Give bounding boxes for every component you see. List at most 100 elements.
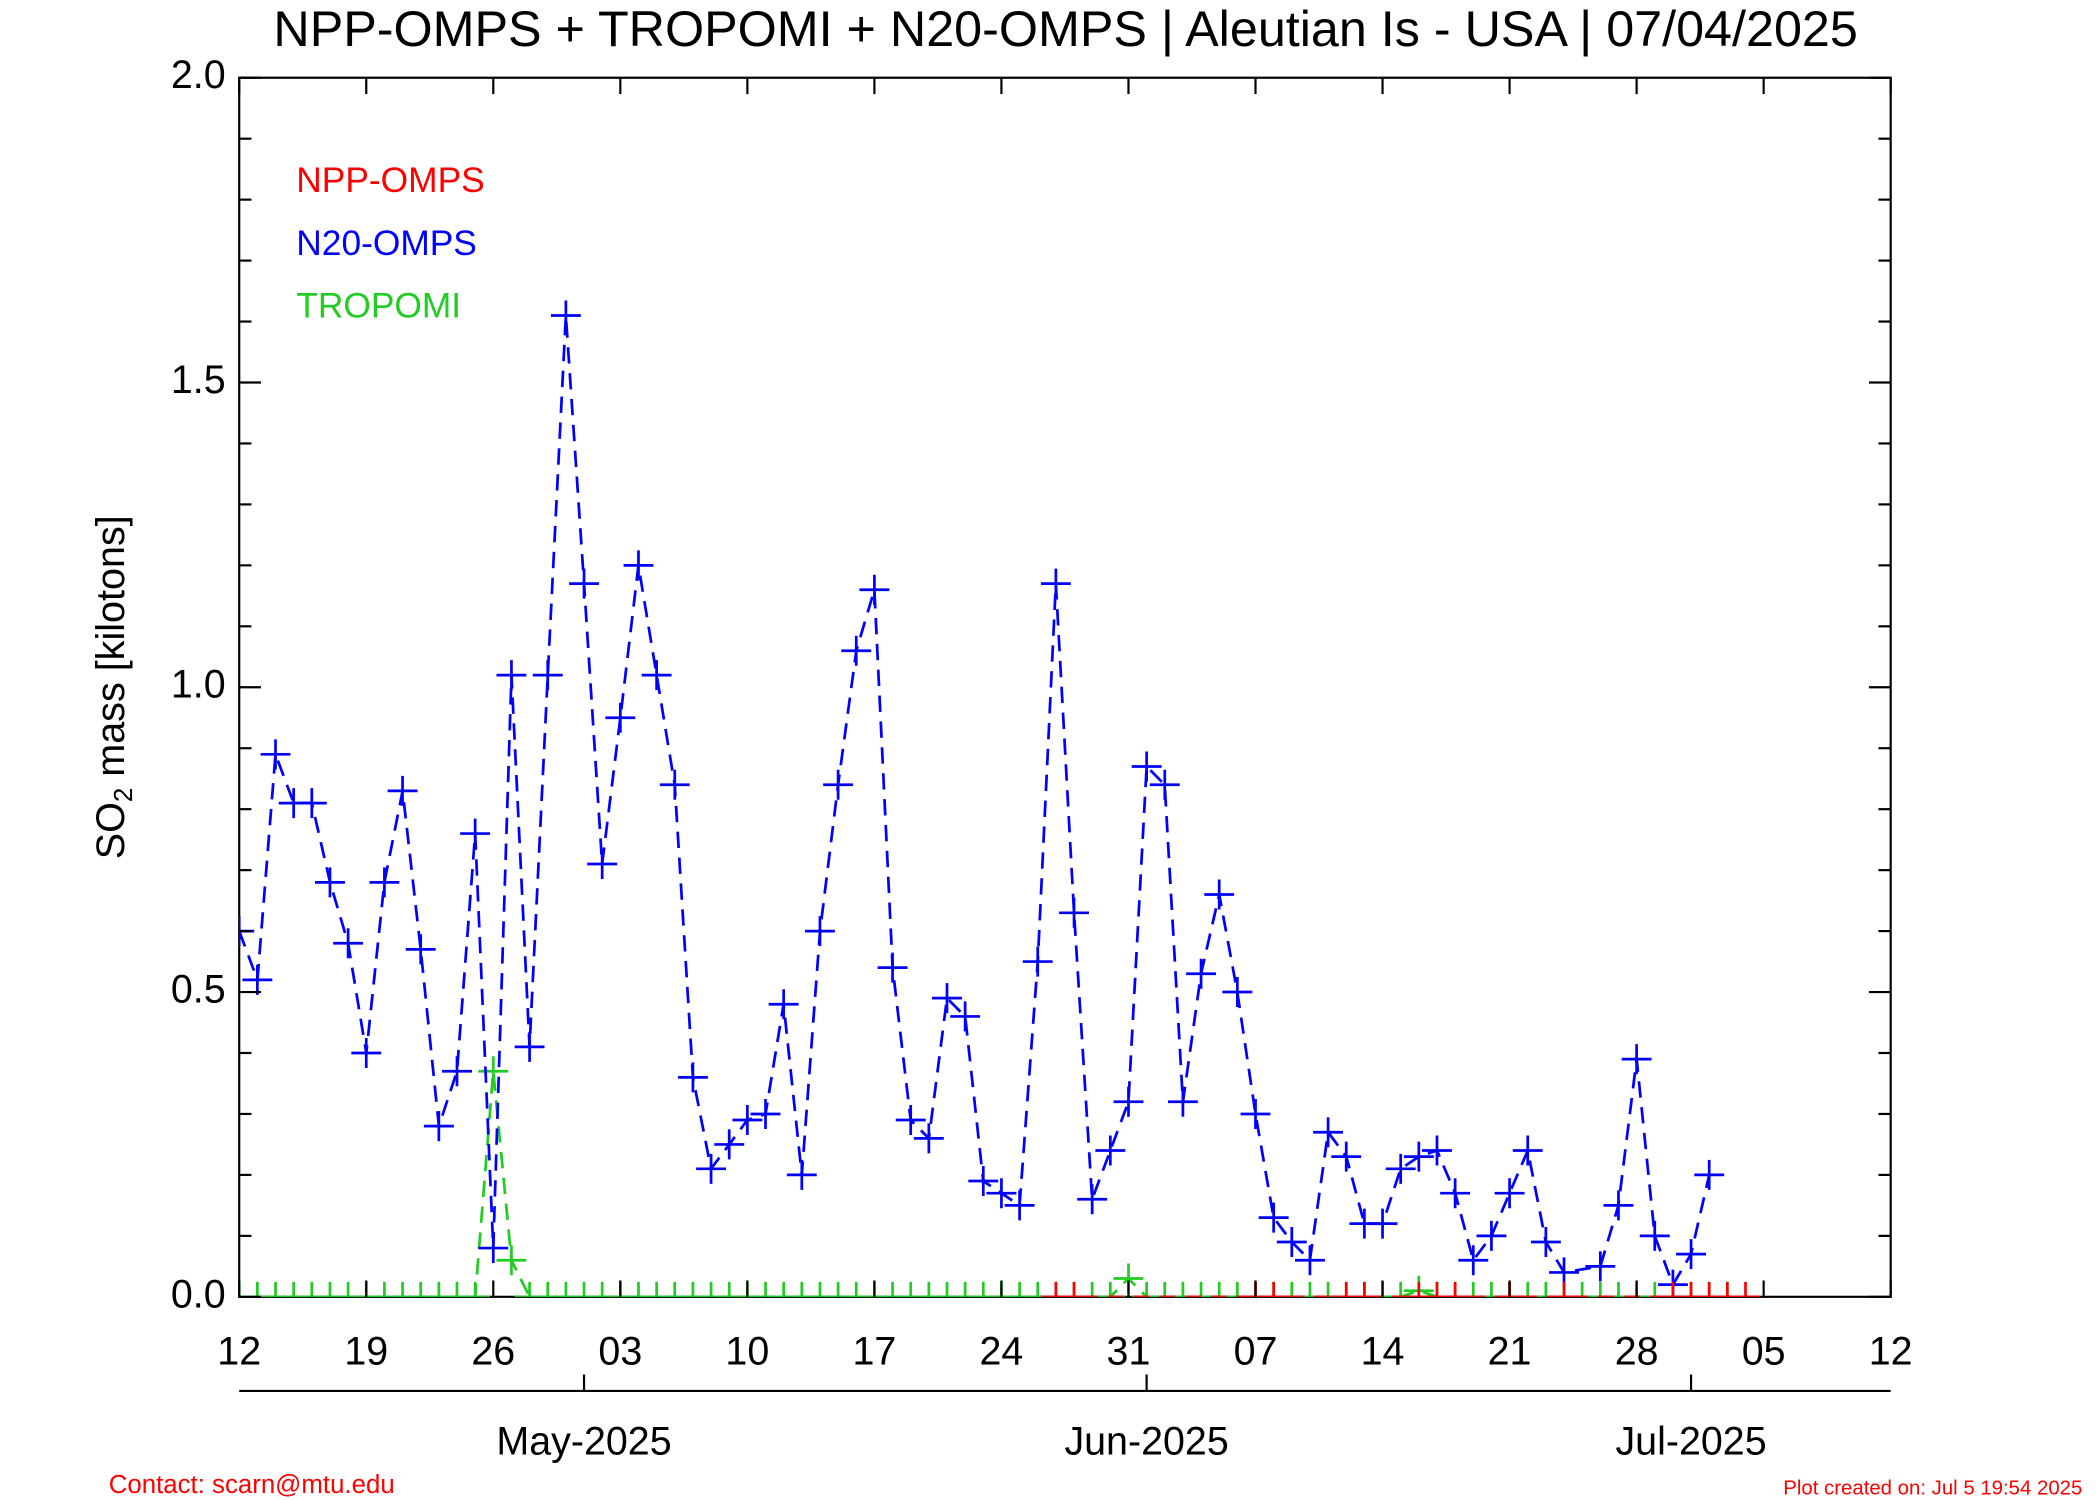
y-tick-label: 2.0	[171, 53, 226, 97]
point-marker	[714, 1281, 745, 1297]
point-marker	[369, 867, 400, 898]
point-marker	[1440, 1178, 1471, 1209]
point-marker	[569, 568, 599, 599]
point-marker	[1222, 977, 1253, 1008]
point-marker	[1077, 1281, 1108, 1297]
point-marker	[1367, 1208, 1398, 1239]
point-marker	[1149, 1281, 1180, 1297]
point-marker	[1113, 1086, 1144, 1117]
point-marker	[242, 964, 273, 995]
point-marker	[550, 1281, 581, 1297]
point-marker	[1313, 1117, 1344, 1148]
point-marker	[333, 1281, 364, 1297]
point-marker	[823, 769, 854, 800]
point-marker	[405, 934, 436, 965]
point-marker	[1276, 1281, 1307, 1297]
point-marker	[460, 1281, 491, 1297]
point-marker	[786, 1281, 817, 1297]
point-marker	[1258, 1202, 1289, 1233]
point-marker	[1639, 1220, 1670, 1251]
point-marker	[1004, 1190, 1035, 1221]
x-tick-label: 03	[598, 1329, 642, 1373]
legend-entry: NPP-OMPS	[296, 161, 484, 200]
month-label: Jul-2025	[1615, 1419, 1766, 1463]
x-tick-label: 28	[1615, 1329, 1659, 1373]
legend-entry: N20-OMPS	[296, 224, 477, 263]
point-marker	[1385, 1281, 1416, 1297]
point-marker	[677, 1281, 708, 1297]
point-marker	[732, 1105, 763, 1136]
point-marker	[786, 1159, 817, 1190]
point-marker	[242, 1281, 273, 1297]
point-marker	[895, 1281, 926, 1297]
point-marker	[1095, 1135, 1126, 1166]
point-marker	[1403, 1141, 1434, 1172]
point-marker	[1131, 751, 1162, 782]
point-marker	[423, 1281, 454, 1297]
point-marker	[1676, 1281, 1707, 1297]
point-marker	[1040, 568, 1071, 599]
point-marker	[659, 1281, 690, 1297]
x-tick-label: 12	[217, 1329, 261, 1373]
x-tick-label: 17	[852, 1329, 896, 1373]
point-marker	[387, 775, 418, 806]
point-marker	[1512, 1281, 1543, 1297]
point-marker	[623, 1281, 654, 1297]
point-marker	[768, 1281, 799, 1297]
y-label-sub: 2	[110, 788, 138, 802]
point-marker	[260, 1281, 291, 1297]
point-marker	[1004, 1281, 1035, 1297]
point-marker	[714, 1129, 745, 1160]
point-marker	[1549, 1281, 1579, 1297]
point-marker	[1657, 1281, 1688, 1297]
point-marker	[1149, 769, 1180, 800]
point-marker	[1349, 1281, 1380, 1297]
point-marker	[315, 1281, 345, 1297]
point-marker	[877, 952, 908, 983]
x-tick-label: 12	[1869, 1329, 1913, 1373]
point-marker	[1240, 1098, 1271, 1129]
point-marker	[913, 1281, 944, 1297]
point-marker	[1476, 1281, 1507, 1297]
point-marker	[913, 1123, 944, 1154]
x-tick-label: 24	[980, 1329, 1024, 1373]
point-marker	[1204, 1281, 1235, 1297]
point-marker	[532, 1281, 563, 1297]
y-tick-label: 0.5	[171, 967, 226, 1011]
point-marker	[859, 574, 890, 605]
point-marker	[1222, 1281, 1253, 1297]
point-marker	[315, 867, 345, 898]
point-marker	[1276, 1226, 1307, 1257]
point-marker	[1095, 1281, 1126, 1297]
point-marker	[587, 849, 618, 880]
point-marker	[1059, 1281, 1089, 1297]
point-marker	[1331, 1141, 1362, 1172]
x-tick-label: 21	[1488, 1329, 1532, 1373]
point-marker	[1422, 1135, 1452, 1166]
point-marker	[1603, 1190, 1634, 1221]
point-marker	[1131, 1281, 1162, 1297]
point-marker	[514, 1281, 545, 1297]
point-marker	[1077, 1184, 1108, 1215]
point-marker	[1403, 1281, 1434, 1297]
point-marker	[877, 1281, 908, 1297]
x-tick-label: 07	[1234, 1329, 1278, 1373]
y-label-rest: mass [kilotons]	[90, 515, 134, 787]
point-marker	[478, 1233, 509, 1264]
point-marker	[478, 1056, 509, 1087]
x-tick-label: 14	[1361, 1329, 1405, 1373]
point-marker	[1530, 1226, 1561, 1257]
point-marker	[1059, 897, 1089, 928]
point-marker	[1440, 1281, 1471, 1297]
point-marker	[696, 1153, 727, 1184]
point-marker	[442, 1056, 472, 1087]
y-tick-label: 1.5	[171, 358, 226, 402]
point-marker	[950, 1001, 981, 1032]
point-marker	[296, 1281, 327, 1297]
point-marker	[968, 1166, 999, 1197]
point-marker	[1422, 1281, 1452, 1297]
month-label: May-2025	[496, 1419, 671, 1463]
point-marker	[1294, 1281, 1325, 1297]
chart-title: NPP-OMPS + TROPOMI + N20-OMPS | Aleutian…	[273, 0, 1857, 57]
